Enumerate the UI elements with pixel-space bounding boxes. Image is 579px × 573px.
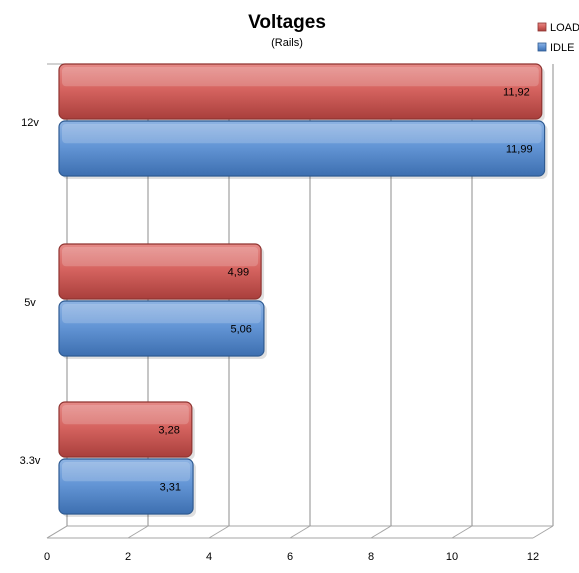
x-tick-label: 2 [125, 551, 131, 563]
x-tick-label: 6 [287, 551, 293, 563]
bar-load [58, 63, 543, 120]
bar-highlight [62, 247, 259, 267]
legend: LOAD IDLE [537, 22, 579, 54]
x-tick-label: 8 [368, 551, 374, 563]
bar-highlight [62, 67, 539, 87]
y-category-label: 5v [24, 297, 36, 309]
data-label: 11,92 [503, 87, 530, 99]
gridline-floor [451, 525, 473, 539]
bar-highlight [62, 462, 191, 482]
x-tick-label: 4 [206, 551, 212, 563]
data-label: 3,31 [160, 482, 181, 494]
bar-idle [58, 300, 265, 357]
gridline-floor [532, 525, 554, 539]
plot-area: 0 2 4 6 8 10 12 12v 11,92 11,99 5v 4,99 5,06 3.3v 3,28… [20, 63, 554, 563]
x-tick-label: 12 [527, 551, 539, 563]
data-label: 5,06 [231, 324, 252, 336]
legend-label-load: LOAD [550, 22, 579, 34]
gridline-floor [127, 525, 149, 539]
data-label: 3,28 [158, 425, 179, 437]
gridline-floor [208, 525, 230, 539]
bar-idle [58, 458, 194, 515]
x-tick-label: 0 [44, 551, 50, 563]
chart-title: Voltages [248, 12, 326, 33]
bar-load [58, 401, 193, 458]
gridline-floor [46, 525, 68, 539]
bar-highlight [62, 304, 261, 324]
legend-swatch-idle [537, 42, 547, 52]
gridline-floor [289, 525, 311, 539]
bar-idle [58, 120, 546, 177]
data-label: 11,99 [506, 144, 533, 156]
y-category-label: 12v [21, 117, 39, 129]
data-label: 4,99 [228, 267, 249, 279]
gridline-floor [370, 525, 392, 539]
chart-subtitle: (Rails) [271, 37, 303, 49]
bar-highlight [62, 405, 189, 425]
bar-highlight [62, 124, 542, 144]
bar-load [58, 243, 262, 300]
x-tick-label: 10 [446, 551, 458, 563]
legend-label-idle: IDLE [550, 42, 574, 54]
y-category-label: 3.3v [20, 455, 41, 467]
legend-swatch-load [537, 22, 547, 32]
